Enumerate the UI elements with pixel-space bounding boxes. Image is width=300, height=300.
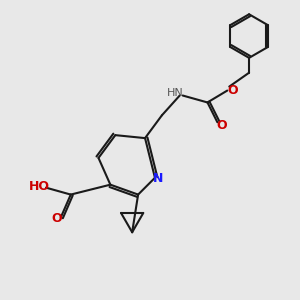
Text: O: O	[227, 84, 238, 97]
Text: N: N	[153, 172, 163, 185]
Text: O: O	[216, 119, 226, 132]
Text: HN: HN	[167, 88, 183, 98]
Text: HO: HO	[28, 180, 50, 193]
Text: O: O	[52, 212, 62, 225]
